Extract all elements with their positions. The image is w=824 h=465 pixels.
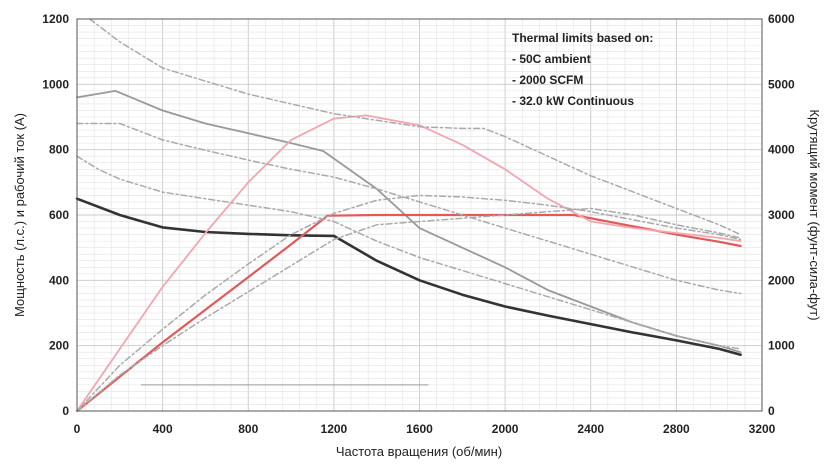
series-line-7	[76, 122, 742, 295]
series-line-6	[76, 207, 742, 412]
y-right-tick-label: 3000	[768, 208, 795, 222]
y-left-tick-label: 0	[62, 404, 69, 418]
series-line-9	[89, 18, 742, 236]
x-tick-label: 0	[74, 422, 81, 436]
thermal-limits-note: Thermal limits based on: - 50C ambient -…	[512, 31, 653, 108]
x-tick-label: 2400	[577, 422, 604, 436]
grid	[76, 18, 763, 412]
note-line-kw: - 32.0 kW Continuous	[512, 94, 634, 108]
plot-frame	[76, 18, 763, 412]
x-axis-title: Частота вращения (об/мин)	[336, 444, 502, 459]
note-line-scfm: - 2000 SCFM	[512, 73, 583, 87]
y-right-axis-title: Крутящий момент (фунт-сила-фут)	[807, 109, 822, 320]
note-title: Thermal limits based on:	[512, 31, 653, 45]
y-right-tick-label: 4000	[768, 143, 795, 157]
y-left-tick-label: 1000	[42, 77, 69, 91]
x-tick-label: 3200	[749, 422, 776, 436]
y-right-tick-label: 6000	[768, 12, 795, 26]
y-left-tick-label: 200	[49, 339, 69, 353]
series-line-8	[76, 155, 742, 350]
x-tick-label: 1200	[321, 422, 348, 436]
y-right-tick-label: 2000	[768, 273, 795, 287]
series-line-1	[75, 197, 742, 357]
x-tick-label: 1600	[406, 422, 433, 436]
y-left-tick-labels: 0 200 400 600 800 1000 1200	[42, 12, 69, 418]
x-tick-label: 2000	[492, 422, 519, 436]
series-line-5	[76, 194, 742, 412]
y-left-axis-title: Мощность (л.с.) и рабочий ток (А)	[12, 113, 27, 317]
y-left-tick-label: 600	[49, 208, 69, 222]
y-right-tick-label: 1000	[768, 339, 795, 353]
series-group	[75, 18, 742, 413]
y-left-tick-label: 1200	[42, 12, 69, 26]
x-tick-label: 2800	[663, 422, 690, 436]
y-right-tick-labels: 0 1000 2000 3000 4000 5000 6000	[768, 12, 795, 418]
x-tick-label: 800	[238, 422, 258, 436]
plot-border	[76, 18, 763, 412]
y-right-tick-label: 5000	[768, 77, 795, 91]
y-right-tick-label: 0	[768, 404, 775, 418]
note-line-ambient: - 50C ambient	[512, 52, 591, 66]
y-left-tick-label: 400	[49, 273, 69, 287]
y-left-tick-label: 800	[49, 143, 69, 157]
x-tick-label: 400	[153, 422, 173, 436]
x-tick-labels: 0 400 800 1200 1600 2000 2400 2800 3200	[74, 422, 776, 436]
series-line-4	[76, 114, 742, 412]
